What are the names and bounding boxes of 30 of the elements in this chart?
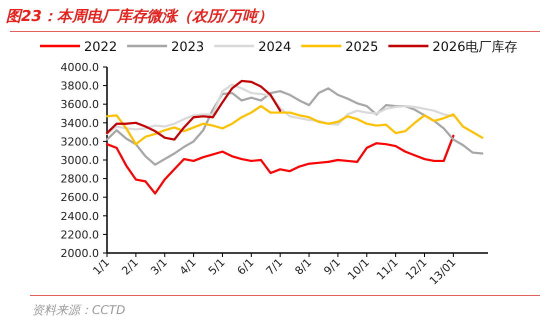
legend-label: 2024 (258, 40, 292, 55)
y-tick-label: 3400.0 (60, 116, 99, 130)
y-tick-label: 2200.0 (60, 228, 99, 242)
line-series (106, 80, 282, 141)
y-tick-label: 2600.0 (60, 191, 99, 204)
y-tick-label: 2400.0 (60, 210, 99, 223)
x-tick-label: 7/1 (264, 256, 286, 278)
x-tick-label: 3/1 (148, 256, 170, 278)
chart-title: 图23：本周电厂库存微涨（农历/万吨） (6, 7, 272, 25)
y-tick-label: 2800.0 (60, 172, 99, 186)
line-series (106, 84, 454, 136)
legend-label: 2025 (345, 40, 378, 55)
x-tick-label: 4/1 (177, 256, 199, 278)
y-tick-label: 3000.0 (60, 154, 99, 167)
x-tick-label: 6/1 (234, 256, 256, 278)
line-series (106, 134, 454, 195)
x-tick-label: 9/1 (321, 256, 344, 278)
line-series (106, 87, 484, 166)
x-tick-label: 2/1 (119, 256, 141, 278)
legend-label: 2022 (84, 40, 118, 55)
x-tick-label: 5/1 (206, 256, 228, 278)
y-tick-label: 4000.0 (60, 61, 99, 74)
line-series (106, 104, 484, 146)
y-tick-label: 3600.0 (60, 98, 99, 112)
y-tick-label: 3200.0 (60, 135, 99, 148)
legend-label: 2026电厂库存 (432, 40, 518, 55)
legend-label: 2023 (171, 40, 204, 55)
x-tick-label: 8/1 (292, 256, 314, 278)
y-tick-label: 3800.0 (60, 80, 99, 93)
text: 资料来源：CCTD (32, 303, 126, 317)
